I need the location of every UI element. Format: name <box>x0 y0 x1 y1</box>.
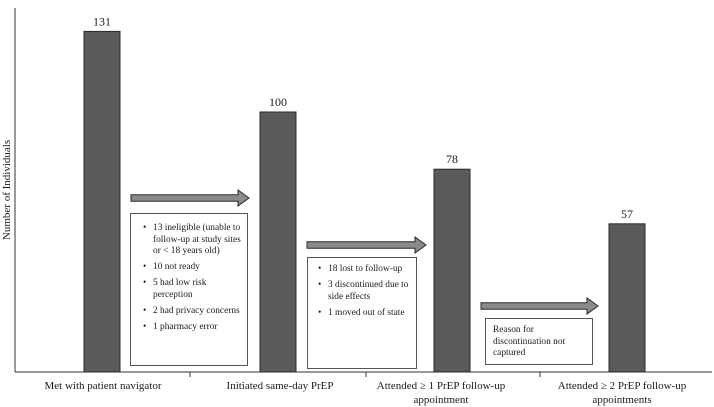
data-label: 100 <box>269 95 287 109</box>
annotation-item: 2 had privacy concerns <box>137 306 241 318</box>
bar <box>608 223 646 373</box>
annotation-item: 3 discontinued due to side effects <box>312 280 410 303</box>
flow-arrow <box>130 189 250 207</box>
data-label: 78 <box>446 152 458 166</box>
y-axis-label: Number of Individuals <box>1 140 13 240</box>
flow-arrow <box>480 297 599 315</box>
x-tick-label: appointment <box>414 394 469 406</box>
bar <box>259 111 297 373</box>
annotation-box-ineligible: 13 ineligible (unable to follow-up at st… <box>130 213 248 366</box>
annotation-item: 13 ineligible (unable to follow-up at st… <box>137 223 241 258</box>
x-tick-label: Initiated same-day PrEP <box>227 380 334 392</box>
annotation-item: 5 had low risk perception <box>137 278 241 301</box>
annotation-item: 1 moved out of state <box>312 308 410 320</box>
annotation-item: 10 not ready <box>137 262 241 274</box>
x-tick-label: appointments <box>592 394 651 406</box>
bar <box>83 30 121 373</box>
data-label: 131 <box>93 14 111 28</box>
x-tick-label: Attended ≥ 2 PrEP follow-up <box>558 380 687 392</box>
data-label: 57 <box>621 207 633 221</box>
annotation-item: 18 lost to follow-up <box>312 264 410 276</box>
bar <box>433 168 471 373</box>
annotation-item: 1 pharmacy error <box>137 322 241 334</box>
x-tick-label: Attended ≥ 1 PrEP follow-up <box>377 380 506 392</box>
annotation-box-discontinuation: Reason for discontinuation not captured <box>485 318 593 365</box>
flow-arrow <box>306 236 427 254</box>
x-tick-label: Met with patient navigator <box>45 380 162 392</box>
annotation-text: Reason for discontinuation not captured <box>493 325 566 359</box>
annotation-box-lost-to-follow-up: 18 lost to follow-up 3 discontinued due … <box>307 257 417 369</box>
